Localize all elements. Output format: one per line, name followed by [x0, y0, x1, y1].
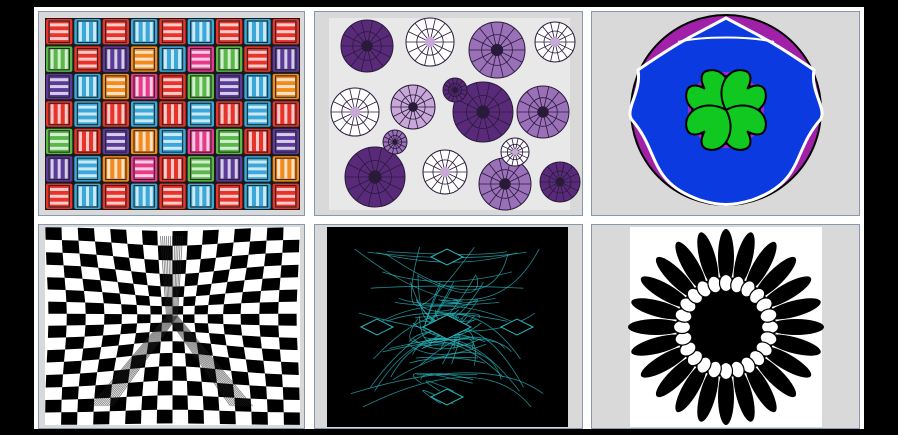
warped-checkerboard-image — [45, 227, 300, 425]
tile-warped-checkerboard[interactable] — [38, 224, 305, 429]
tile-sunflower-petals[interactable] — [591, 224, 860, 429]
gallery-frame — [34, 7, 864, 429]
mandala-circle-image — [628, 14, 824, 206]
sunflower-petals-image — [628, 227, 824, 427]
weave-grid-image — [45, 18, 300, 210]
tile-teal-fractal[interactable] — [314, 224, 583, 429]
purple-flowers-image — [329, 17, 581, 211]
tile-weave-grid[interactable] — [38, 11, 305, 216]
tile-purple-flowers[interactable] — [314, 11, 583, 216]
teal-fractal-image — [327, 227, 568, 427]
tile-mandala-circle[interactable] — [591, 11, 860, 216]
